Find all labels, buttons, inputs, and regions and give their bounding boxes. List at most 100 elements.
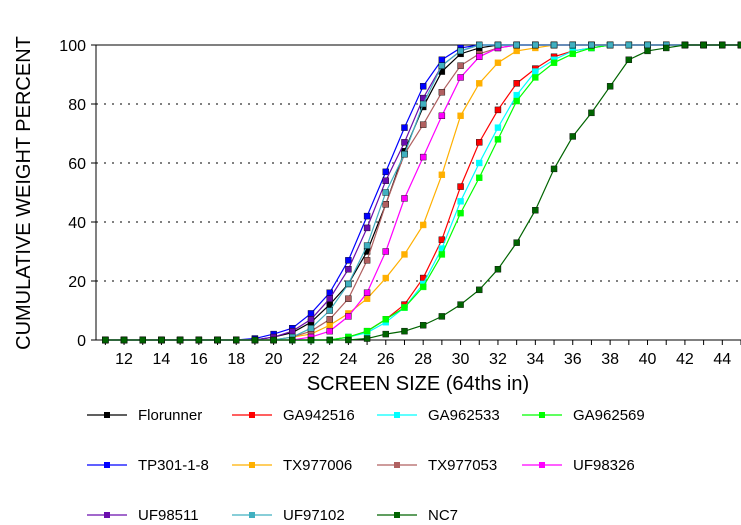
data-point bbox=[476, 159, 483, 167]
legend-label: TX977006 bbox=[283, 457, 352, 474]
data-point bbox=[326, 336, 333, 344]
data-point bbox=[569, 50, 576, 58]
data-point bbox=[457, 183, 464, 190]
data-point bbox=[401, 304, 408, 311]
data-point bbox=[289, 336, 296, 344]
data-point bbox=[513, 91, 520, 99]
data-point bbox=[401, 327, 408, 335]
data-point bbox=[289, 327, 296, 335]
data-point bbox=[307, 325, 315, 332]
data-point bbox=[569, 133, 576, 140]
data-point bbox=[457, 301, 464, 308]
x-tick-label: 20 bbox=[265, 351, 283, 368]
data-point bbox=[345, 336, 352, 344]
data-point bbox=[476, 139, 483, 146]
legend-marker bbox=[104, 462, 110, 468]
data-point bbox=[363, 242, 371, 249]
data-point bbox=[513, 80, 520, 87]
data-point bbox=[251, 336, 259, 344]
x-tick-label: 12 bbox=[115, 351, 133, 368]
legend-label: NC7 bbox=[428, 507, 458, 524]
data-point bbox=[513, 97, 520, 105]
x-tick-label: 28 bbox=[414, 351, 432, 368]
data-point bbox=[457, 47, 464, 55]
y-tick-label: 40 bbox=[68, 215, 86, 232]
data-point bbox=[494, 124, 502, 131]
data-point bbox=[382, 316, 389, 323]
data-point bbox=[401, 124, 408, 131]
data-point bbox=[307, 310, 315, 317]
data-point bbox=[382, 248, 389, 255]
gridlines bbox=[96, 44, 741, 282]
data-point bbox=[606, 83, 614, 90]
data-point bbox=[419, 283, 427, 291]
legend-marker bbox=[394, 462, 400, 468]
x-tick-label: 44 bbox=[713, 351, 731, 368]
data-point bbox=[139, 336, 146, 344]
data-point bbox=[494, 106, 502, 114]
data-point bbox=[401, 150, 408, 158]
data-point bbox=[382, 177, 389, 184]
legend-label: GA962533 bbox=[428, 407, 500, 424]
data-point bbox=[532, 41, 539, 49]
legend-item: TX977006 bbox=[232, 457, 352, 474]
legend-marker bbox=[539, 412, 545, 418]
data-point bbox=[494, 41, 502, 49]
legend-item: TP301-1-8 bbox=[87, 457, 209, 474]
data-point bbox=[644, 41, 651, 49]
data-point bbox=[476, 41, 483, 49]
data-point bbox=[494, 59, 502, 66]
x-axis-label: SCREEN SIZE (64ths in) bbox=[307, 373, 529, 395]
data-point bbox=[382, 201, 389, 208]
data-point bbox=[588, 109, 595, 117]
data-point bbox=[513, 239, 520, 246]
data-point bbox=[550, 165, 558, 173]
data-point bbox=[569, 41, 576, 49]
data-point bbox=[438, 56, 446, 63]
legend-label: GA962569 bbox=[573, 407, 645, 424]
data-point bbox=[438, 313, 446, 320]
data-point bbox=[476, 80, 483, 87]
data-point bbox=[457, 209, 464, 217]
data-point bbox=[345, 313, 352, 320]
data-point bbox=[438, 88, 446, 96]
legend: Florunner GA942516 GA962533 GA962569 TP301-1… bbox=[87, 407, 645, 524]
legend-marker bbox=[104, 412, 110, 418]
data-point bbox=[363, 327, 371, 335]
x-tick-label: 26 bbox=[377, 351, 395, 368]
series-lines bbox=[102, 41, 741, 344]
data-point bbox=[494, 266, 502, 273]
data-point bbox=[438, 112, 446, 120]
legend-marker bbox=[394, 412, 400, 418]
data-point bbox=[419, 83, 427, 90]
data-point bbox=[102, 336, 109, 344]
x-tick-label: 24 bbox=[339, 351, 357, 368]
legend-item: GA962569 bbox=[522, 407, 645, 424]
x-tick-label: 32 bbox=[489, 351, 507, 368]
data-point bbox=[120, 336, 128, 344]
y-tick-label: 20 bbox=[68, 274, 86, 291]
y-tick-label: 100 bbox=[59, 38, 86, 55]
legend-label: GA942516 bbox=[283, 407, 355, 424]
data-point bbox=[419, 221, 427, 229]
data-point bbox=[625, 56, 633, 63]
data-point bbox=[307, 336, 315, 344]
legend-item: UF98326 bbox=[522, 457, 635, 474]
data-point bbox=[681, 41, 689, 49]
data-point bbox=[195, 336, 203, 344]
x-tick-label: 14 bbox=[153, 351, 171, 368]
data-point bbox=[625, 41, 633, 49]
data-point bbox=[419, 121, 427, 128]
legend-marker bbox=[104, 512, 110, 518]
x-tick-label: 16 bbox=[190, 351, 208, 368]
data-point bbox=[158, 336, 165, 344]
data-point bbox=[457, 62, 464, 69]
data-point bbox=[233, 336, 240, 344]
legend-marker bbox=[249, 512, 255, 518]
y-tick-label: 80 bbox=[68, 97, 86, 114]
data-point bbox=[363, 295, 371, 302]
data-point bbox=[401, 139, 408, 146]
data-point bbox=[345, 257, 352, 264]
data-point bbox=[532, 68, 539, 75]
data-point bbox=[326, 327, 333, 335]
